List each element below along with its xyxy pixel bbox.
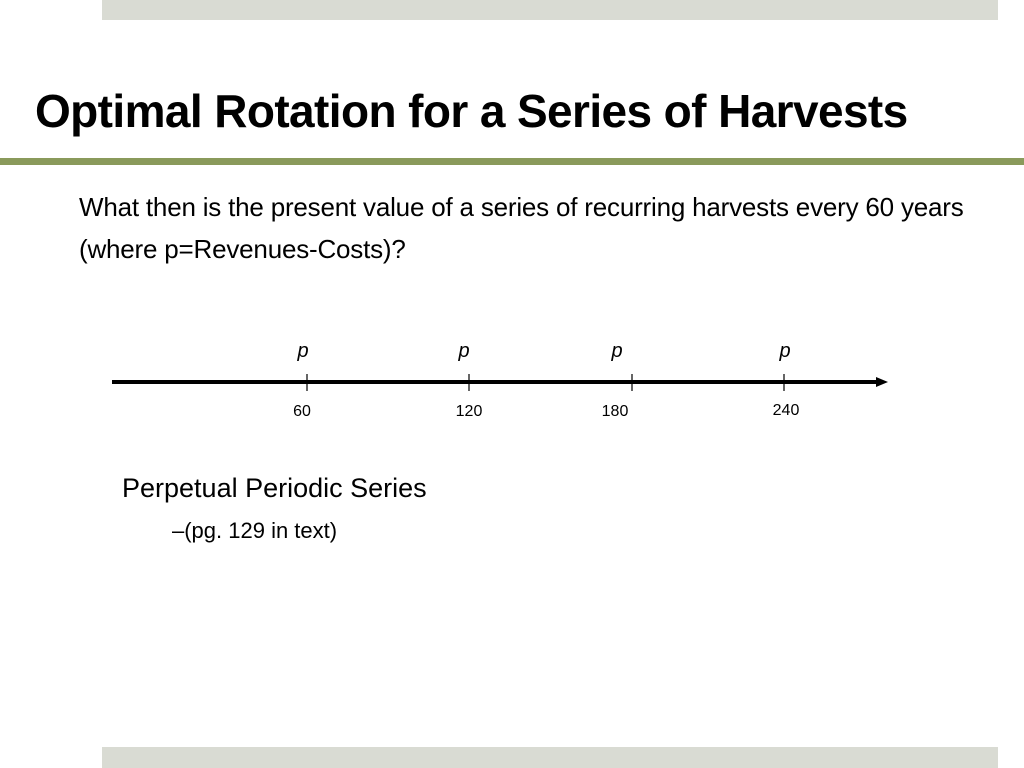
tick-label-60: 60 [293,403,311,420]
timeline-diagram: p p p p 60 120 180 240 [112,340,888,420]
tick-label-240: 240 [773,402,800,419]
payment-label-180: p [610,340,622,362]
payment-label-240: p [778,340,790,362]
slide-title: Optimal Rotation for a Series of Harvest… [35,85,908,137]
tick-label-180: 180 [602,403,629,420]
tick-label-120: 120 [456,403,483,420]
bottom-decor-band [102,747,998,768]
timeline-arrowhead [876,377,888,387]
question-text: What then is the present value of a seri… [79,192,964,264]
title-underline [0,158,1024,165]
payment-label-60: p [296,340,308,362]
top-decor-band [102,0,998,20]
bullet-perpetual-periodic-series: Perpetual Periodic Series [122,473,427,503]
sub-bullet-page-reference: –(pg. 129 in text) [172,518,338,543]
payment-label-120: p [457,340,469,362]
